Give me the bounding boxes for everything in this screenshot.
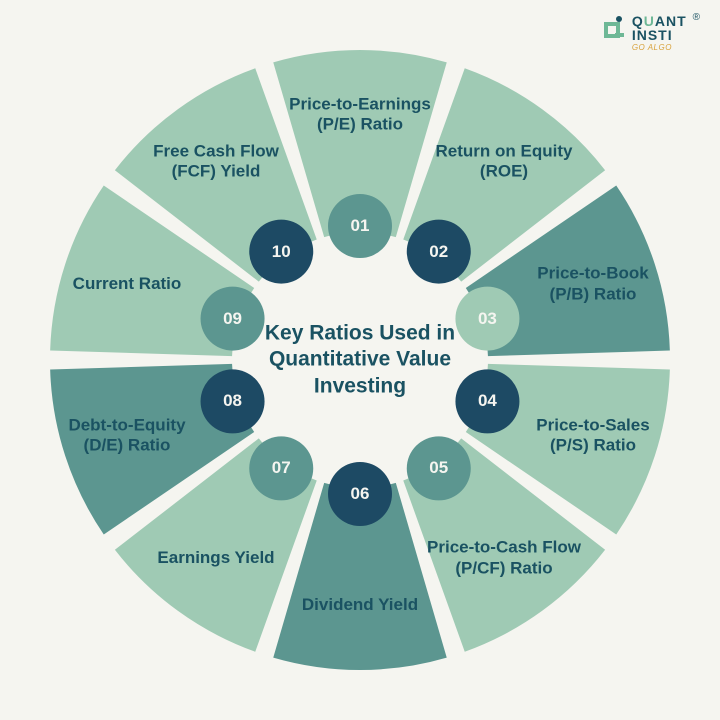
number-knob-03 [455,287,519,351]
number-knob-02 [407,220,471,284]
number-knob-06 [328,462,392,526]
number-knob-10 [249,220,313,284]
registered-mark: ® [693,12,700,23]
radial-infographic: Key Ratios Used in Quantitative Value In… [30,30,690,690]
chart-center-title: Key Ratios Used in Quantitative Value In… [255,321,465,400]
number-knob-04 [455,369,519,433]
number-knob-05 [407,436,471,500]
number-knob-07 [249,436,313,500]
number-knob-01 [328,194,392,258]
